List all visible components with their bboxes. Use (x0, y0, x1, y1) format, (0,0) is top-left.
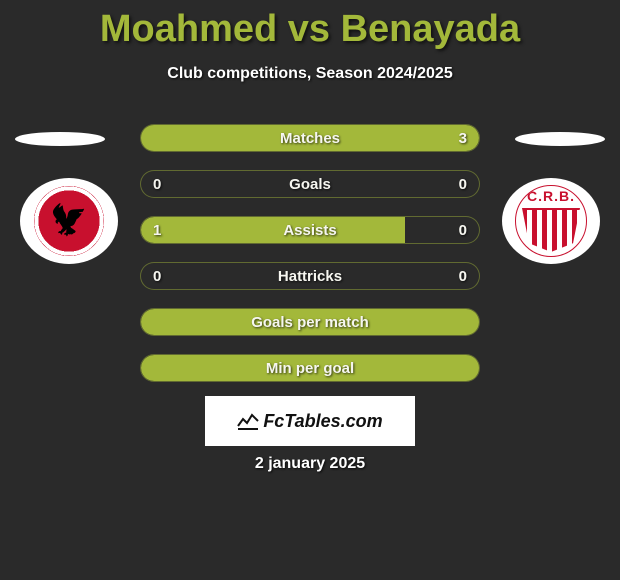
brand-badge: FcTables.com (205, 396, 415, 446)
page-subtitle: Club competitions, Season 2024/2025 (0, 65, 620, 83)
club-badge-right: C.R.B. (502, 178, 600, 264)
player-slot-left (15, 132, 105, 146)
page-title: Moahmed vs Benayada (0, 0, 620, 51)
brand-text: FcTables.com (263, 411, 382, 432)
date-label: 2 january 2025 (0, 455, 620, 473)
stat-row: 0Hattricks0 (140, 262, 480, 290)
stat-label: Goals per match (141, 309, 479, 336)
stat-value-right: 0 (447, 263, 479, 290)
stat-value-right: 3 (447, 125, 479, 152)
stat-row: 0Goals0 (140, 170, 480, 198)
stat-row: 1Assists0 (140, 216, 480, 244)
player-slot-right (515, 132, 605, 146)
stat-label: Assists (141, 217, 479, 244)
stat-label: Goals (141, 171, 479, 198)
stat-row: Min per goal (140, 354, 480, 382)
stat-value-right: 0 (447, 217, 479, 244)
stat-label: Min per goal (141, 355, 479, 382)
crb-stripes-icon (522, 208, 580, 252)
brand-logo: FcTables.com (237, 411, 382, 432)
stats-panel: Matches30Goals01Assists00Hattricks0Goals… (140, 124, 480, 400)
stat-label: Matches (141, 125, 479, 152)
crb-text: C.R.B. (516, 188, 586, 204)
club-badge-left: 🦅 (20, 178, 118, 264)
stat-row: Matches3 (140, 124, 480, 152)
al-ahly-crest-icon: 🦅 (34, 186, 104, 256)
stat-value-right: 0 (447, 171, 479, 198)
stat-row: Goals per match (140, 308, 480, 336)
chart-icon (237, 412, 259, 430)
eagle-icon: 🦅 (50, 206, 87, 236)
stat-label: Hattricks (141, 263, 479, 290)
crb-crest-icon: C.R.B. (515, 185, 587, 257)
